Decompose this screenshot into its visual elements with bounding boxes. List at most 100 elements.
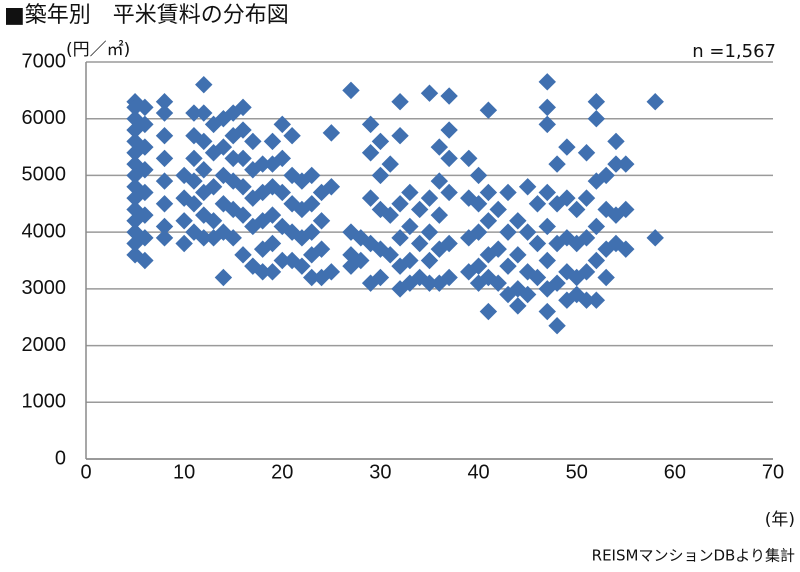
- point: [528, 195, 547, 213]
- point: [195, 75, 213, 94]
- point: [577, 263, 596, 281]
- point: [234, 178, 252, 196]
- point: [410, 234, 429, 253]
- point: [283, 195, 301, 213]
- point: [155, 172, 174, 190]
- point: [391, 92, 409, 111]
- point: [440, 234, 458, 253]
- point: [587, 92, 606, 111]
- point: [195, 161, 213, 179]
- point: [440, 268, 458, 287]
- point: [391, 127, 409, 145]
- point: [155, 104, 174, 122]
- point: [136, 251, 154, 270]
- point: [420, 251, 439, 270]
- point: [587, 217, 606, 236]
- point: [342, 223, 360, 241]
- point: [401, 183, 419, 202]
- point: [283, 166, 301, 185]
- point: [136, 115, 154, 134]
- point: [273, 183, 291, 202]
- point: [509, 212, 527, 230]
- x-tick-label: 40: [467, 461, 489, 483]
- point: [469, 195, 488, 213]
- point: [361, 115, 380, 134]
- x-tick-label: 50: [566, 461, 588, 483]
- point: [538, 73, 556, 91]
- point: [617, 240, 635, 258]
- point: [420, 189, 439, 207]
- point: [185, 223, 203, 241]
- point: [155, 229, 174, 247]
- point: [617, 155, 635, 173]
- point: [361, 144, 380, 162]
- point: [322, 124, 341, 142]
- point: [273, 115, 291, 134]
- point: [126, 246, 144, 264]
- point: [430, 206, 449, 224]
- point: [303, 166, 321, 185]
- point: [469, 166, 488, 185]
- point: [538, 183, 556, 202]
- point: [371, 268, 390, 287]
- point: [440, 87, 458, 105]
- point: [518, 285, 537, 304]
- point: [234, 246, 252, 264]
- point: [509, 280, 527, 298]
- y-tick-label: 3000: [22, 277, 67, 299]
- point: [528, 234, 547, 253]
- y-tick-label: 7000: [22, 50, 67, 72]
- point: [303, 195, 321, 213]
- point: [312, 212, 331, 230]
- point: [234, 149, 252, 168]
- point: [538, 217, 556, 236]
- point: [283, 127, 301, 145]
- point: [587, 110, 606, 128]
- point: [381, 246, 399, 264]
- x-axis-label: (年): [765, 510, 795, 530]
- point: [499, 257, 517, 275]
- point: [283, 223, 301, 241]
- point: [548, 317, 566, 335]
- point: [185, 149, 203, 168]
- chart-title: ■築年別 平米賃料の分布図: [4, 3, 289, 28]
- point: [479, 183, 498, 202]
- point: [352, 251, 370, 270]
- point: [479, 212, 498, 230]
- point: [548, 274, 566, 292]
- point: [342, 81, 360, 100]
- point: [587, 251, 606, 270]
- point: [371, 200, 390, 219]
- point: [568, 285, 586, 304]
- point: [214, 223, 233, 241]
- x-tick-label: 0: [80, 461, 91, 483]
- point: [607, 132, 625, 151]
- y-tick-label: 2000: [22, 334, 67, 356]
- point: [460, 149, 478, 168]
- y-tick-label: 6000: [22, 107, 67, 129]
- point: [185, 127, 203, 145]
- y-tick-label: 0: [55, 447, 66, 469]
- point: [420, 223, 439, 241]
- point: [440, 149, 458, 168]
- point: [263, 234, 282, 253]
- point: [391, 195, 409, 213]
- y-tick-label: 1000: [22, 391, 67, 413]
- point: [597, 268, 615, 287]
- source-note: REISMマンションDBより集計: [592, 547, 795, 565]
- point: [538, 302, 556, 321]
- point: [293, 257, 311, 275]
- point: [430, 138, 449, 156]
- point: [136, 183, 154, 202]
- point: [489, 200, 507, 219]
- point: [489, 240, 507, 258]
- point: [479, 302, 498, 321]
- point: [617, 200, 635, 219]
- point: [646, 92, 664, 111]
- point: [175, 166, 193, 185]
- point: [440, 183, 458, 202]
- point: [509, 246, 527, 264]
- point: [538, 98, 556, 117]
- point: [204, 212, 223, 230]
